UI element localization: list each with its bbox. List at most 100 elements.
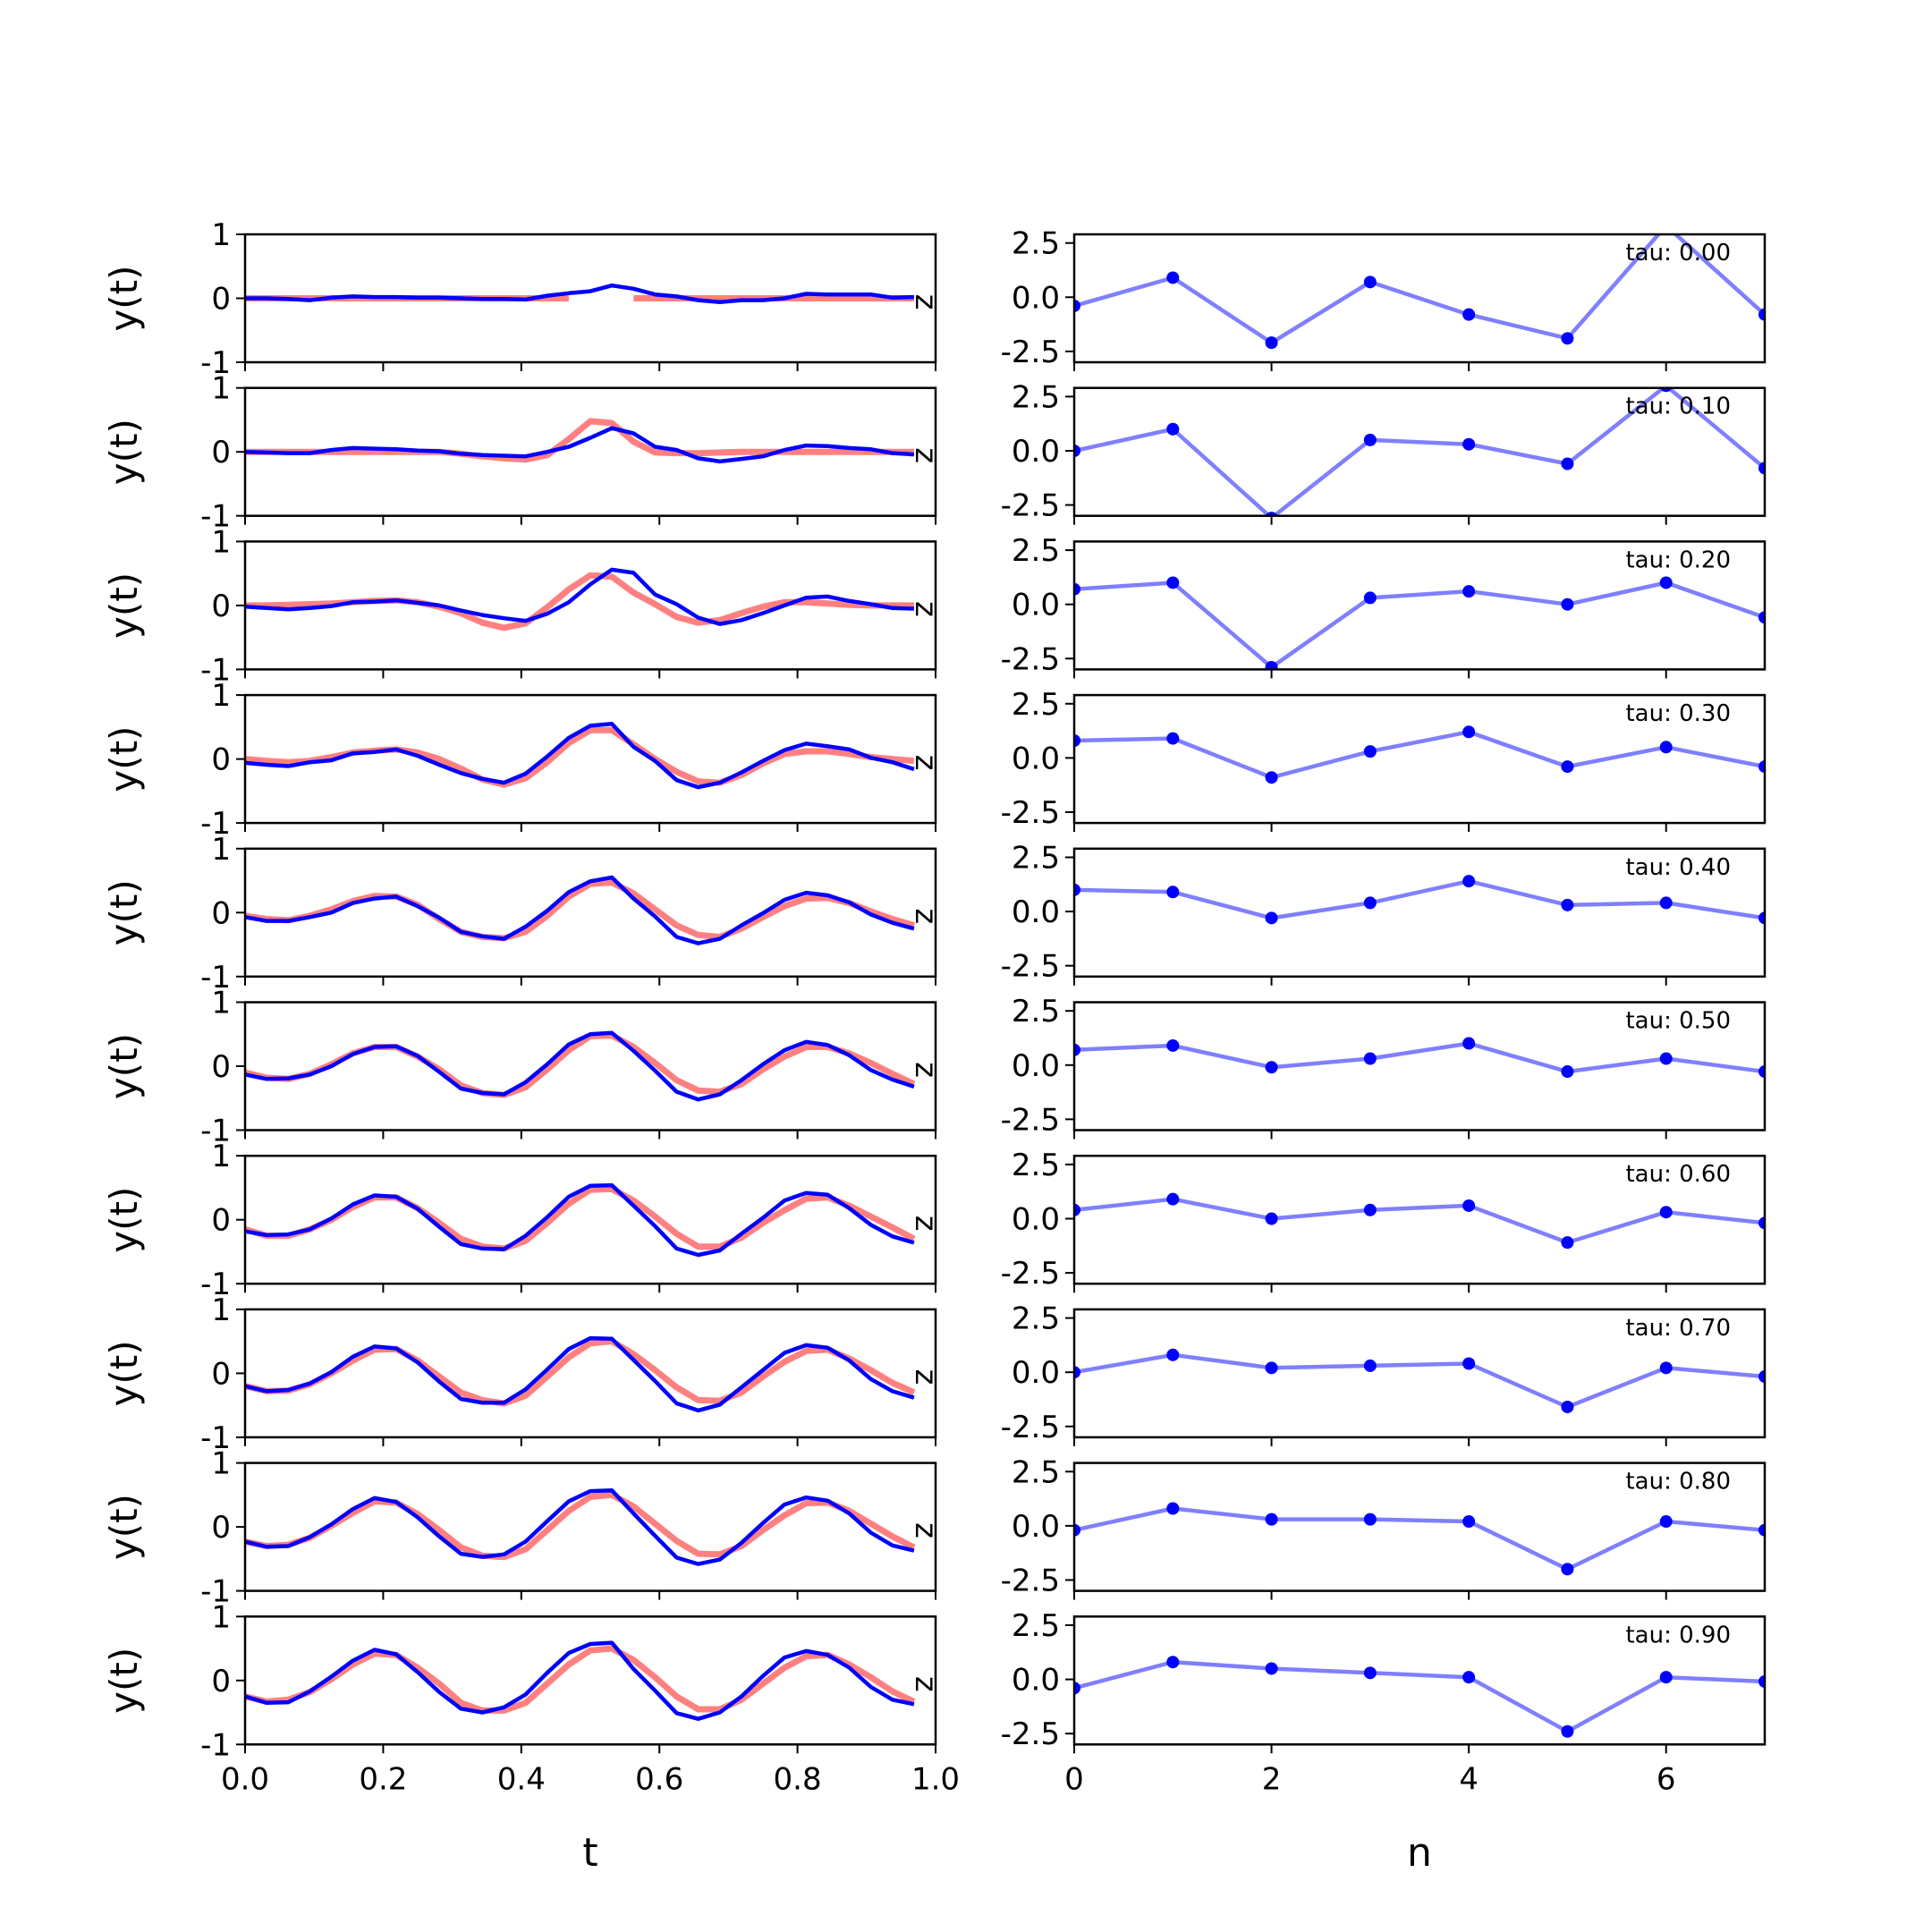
right-panel-3: -2.5 0.0 2.5 tau: 0.30	[1001, 687, 1767, 833]
coefficient-point-2-6	[1659, 576, 1673, 589]
left-y-axis-label-9: y(t)	[102, 1648, 146, 1714]
coefficient-point-4-6	[1659, 896, 1673, 910]
left-ytick-label-8-0: -1	[200, 1574, 231, 1610]
coefficient-point-7-0	[1074, 1366, 1080, 1379]
left-z-marker-1: z	[908, 447, 944, 463]
right-ytick-label-3-0: -2.5	[1001, 795, 1060, 831]
coefficient-point-6-4	[1462, 1199, 1476, 1212]
right-ytick-label-6-2: 2.5	[1012, 1148, 1060, 1183]
right-panel-5: -2.5 0.0 2.5 tau: 0.50	[1001, 994, 1767, 1140]
right-ytick-label-0-0: -2.5	[1001, 335, 1060, 370]
coefficient-point-7-7	[1758, 1370, 1765, 1384]
left-ytick-label-7-0: -1	[200, 1420, 231, 1456]
right-panel-4: -2.5 0.0 2.5 tau: 0.40	[1001, 840, 1767, 986]
right-panel-7: -2.5 0.0 2.5 tau: 0.70	[1001, 1301, 1767, 1446]
coefficient-point-0-4	[1462, 308, 1476, 321]
left-z-marker-2: z	[908, 601, 944, 617]
left-z-marker-5: z	[908, 1062, 944, 1078]
left-xtick-label-1: 0.2	[359, 1761, 407, 1797]
coefficient-point-6-7	[1758, 1216, 1765, 1230]
left-y-axis-label-7: y(t)	[102, 1340, 146, 1406]
right-panel-9: -2.5 0.0 2.5 0 2 4 6 tau: 0.90	[1001, 1608, 1767, 1797]
right-ytick-label-9-1: 0.0	[1012, 1663, 1060, 1699]
coefficient-point-3-7	[1758, 760, 1765, 774]
right-axes-frame-7	[1072, 1308, 1767, 1439]
right-ytick-label-7-2: 2.5	[1012, 1301, 1060, 1337]
coefficient-point-7-2	[1265, 1361, 1278, 1375]
left-xtick-label-5: 1.0	[911, 1761, 960, 1797]
right-ytick-label-1-0: -2.5	[1001, 488, 1060, 524]
tau-label-6: tau: 0.60	[1625, 1161, 1731, 1188]
left-ytick-label-8-2: 1	[211, 1446, 231, 1482]
coefficient-point-4-7	[1758, 911, 1765, 925]
left-ytick-label-4-0: -1	[200, 960, 231, 996]
coefficient-point-1-7	[1758, 462, 1765, 475]
right-ytick-label-9-0: -2.5	[1001, 1716, 1060, 1752]
right-ytick-label-2-2: 2.5	[1012, 533, 1060, 569]
right-axes-frame-2	[1072, 540, 1767, 671]
left-ytick-label-7-1: 0	[211, 1356, 231, 1392]
left-ytick-label-3-2: 1	[211, 678, 231, 714]
coefficient-point-2-1	[1166, 576, 1180, 589]
coefficient-point-5-6	[1659, 1052, 1673, 1065]
right-ytick-label-7-1: 0.0	[1012, 1355, 1060, 1391]
right-ytick-label-8-0: -2.5	[1001, 1563, 1060, 1598]
left-ytick-label-3-0: -1	[200, 806, 231, 842]
left-ytick-label-8-1: 0	[211, 1510, 231, 1546]
right-xtick-label-3: 6	[1657, 1761, 1676, 1797]
coefficient-point-8-0	[1074, 1523, 1080, 1537]
tau-label-4: tau: 0.40	[1625, 854, 1731, 881]
coefficient-point-8-3	[1363, 1513, 1377, 1526]
tau-label-2: tau: 0.20	[1625, 547, 1731, 573]
left-axes-frame-9	[243, 1615, 937, 1746]
right-panel-0: -2.5 0.0 2.5 tau: 0.00	[1001, 226, 1767, 371]
left-axes-frame-8	[243, 1462, 937, 1592]
right-x-axis-label: n	[1407, 1830, 1432, 1876]
coefficient-point-3-0	[1074, 734, 1080, 747]
right-ytick-label-2-0: -2.5	[1001, 641, 1060, 677]
left-x-axis-label: t	[582, 1830, 597, 1876]
coefficient-point-5-7	[1758, 1065, 1765, 1079]
coefficient-point-6-5	[1561, 1236, 1574, 1250]
coefficient-point-4-1	[1166, 886, 1180, 899]
coefficient-point-5-5	[1561, 1065, 1574, 1079]
left-y-axis-label-4: y(t)	[102, 879, 146, 945]
right-ytick-label-8-1: 0.0	[1012, 1509, 1060, 1545]
left-panel-6: -1 0 1 y(t) z	[102, 1139, 944, 1302]
prediction-line-5	[245, 1030, 915, 1102]
right-axes-frame-1	[1072, 386, 1767, 517]
left-panel-5: -1 0 1 y(t) z	[102, 986, 944, 1149]
right-ytick-label-0-2: 2.5	[1012, 226, 1060, 262]
left-z-marker-7: z	[908, 1368, 944, 1385]
left-y-axis-label-8: y(t)	[102, 1494, 146, 1560]
left-axes-frame-5	[243, 1001, 937, 1131]
prediction-line-9	[245, 1640, 915, 1721]
coefficient-point-7-6	[1659, 1361, 1673, 1375]
prediction-line-8	[245, 1488, 915, 1566]
coefficient-point-7-1	[1166, 1348, 1180, 1361]
tau-label-1: tau: 0.10	[1625, 394, 1731, 420]
coefficient-line-2	[1074, 580, 1765, 670]
right-ytick-label-4-0: -2.5	[1001, 949, 1060, 985]
coefficient-point-5-2	[1265, 1061, 1278, 1074]
right-ytick-label-4-1: 0.0	[1012, 894, 1060, 930]
coefficient-point-9-1	[1166, 1656, 1180, 1669]
right-ytick-label-3-1: 0.0	[1012, 741, 1060, 776]
left-xtick-label-3: 0.6	[635, 1761, 683, 1797]
right-ytick-label-5-0: -2.5	[1001, 1102, 1060, 1138]
coefficient-point-8-1	[1166, 1502, 1180, 1515]
right-ytick-label-8-2: 2.5	[1012, 1454, 1060, 1490]
right-ytick-label-7-0: -2.5	[1001, 1410, 1060, 1445]
coefficient-point-9-3	[1363, 1666, 1377, 1680]
coefficient-point-2-0	[1074, 582, 1080, 596]
coefficient-line-5	[1074, 1041, 1765, 1074]
left-panel-9: -1 0 1 0.0 0.2 0.4 0.6 0.8 1.0 y(t) z	[102, 1599, 960, 1797]
coefficient-point-3-5	[1561, 760, 1574, 774]
coefficient-point-6-6	[1659, 1206, 1673, 1219]
left-ytick-label-0-1: 0	[211, 282, 231, 318]
right-ytick-label-5-2: 2.5	[1012, 994, 1060, 1030]
left-z-marker-3: z	[908, 755, 944, 771]
left-panel-7: -1 0 1 y(t) z	[102, 1292, 944, 1456]
right-ytick-label-9-2: 2.5	[1012, 1608, 1060, 1644]
left-panel-0: -1 0 1 y(t) z	[102, 217, 944, 381]
